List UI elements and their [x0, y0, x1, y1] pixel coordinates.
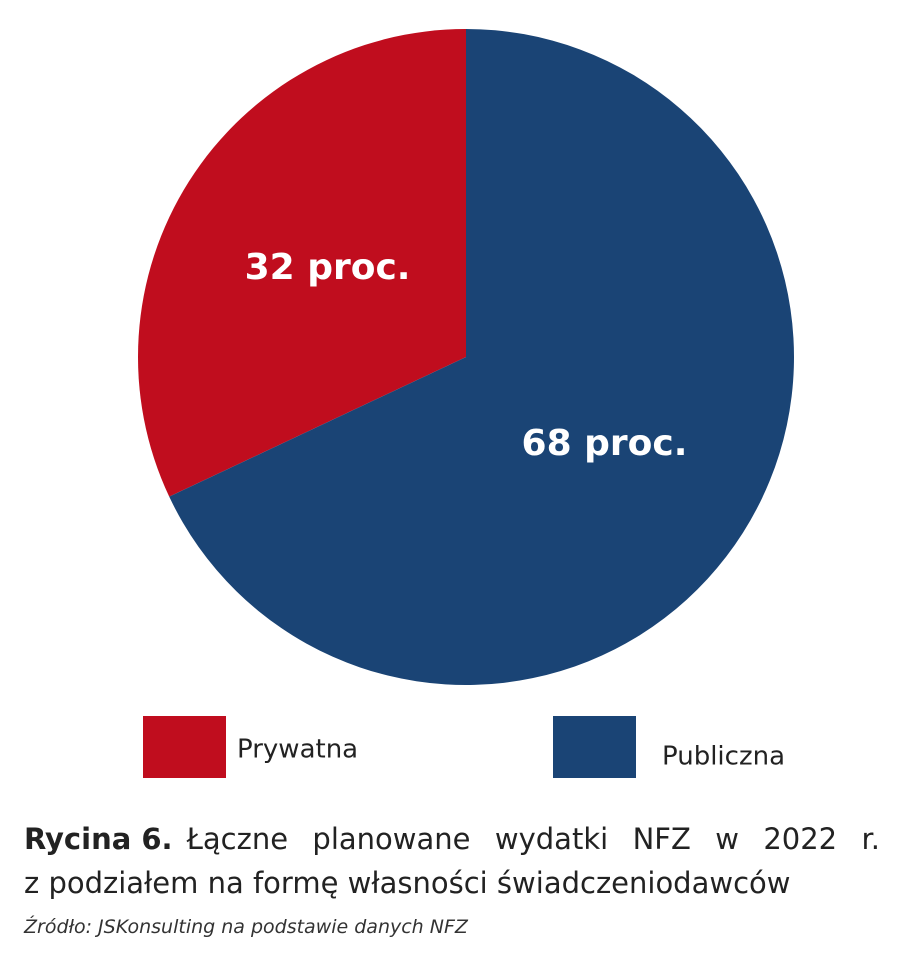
- pie-slice: [169, 29, 794, 685]
- source: Źródło: JSKonsulting na podstawie danych…: [24, 916, 468, 938]
- caption-line: Rycina 6. Łączne planowane wydatki NFZ w …: [24, 822, 880, 856]
- value-label: 32 proc.: [245, 247, 411, 288]
- legend-label: Prywatna: [237, 735, 358, 765]
- legend-swatch: [143, 716, 226, 778]
- legend-swatch: [553, 716, 636, 778]
- legend-label: Publiczna: [662, 742, 785, 772]
- caption-line: z podziałem na formę własności świadczen…: [24, 866, 791, 900]
- pie-slice: [137, 29, 466, 497]
- chart: 32 proc. 68 proc. Prywatna Publiczna: [137, 29, 794, 778]
- caption-label: Rycina 6.: [24, 822, 173, 856]
- caption-text: Łączne planowane wydatki NFZ w 2022 r.: [186, 822, 880, 856]
- value-label: 68 proc.: [522, 423, 688, 464]
